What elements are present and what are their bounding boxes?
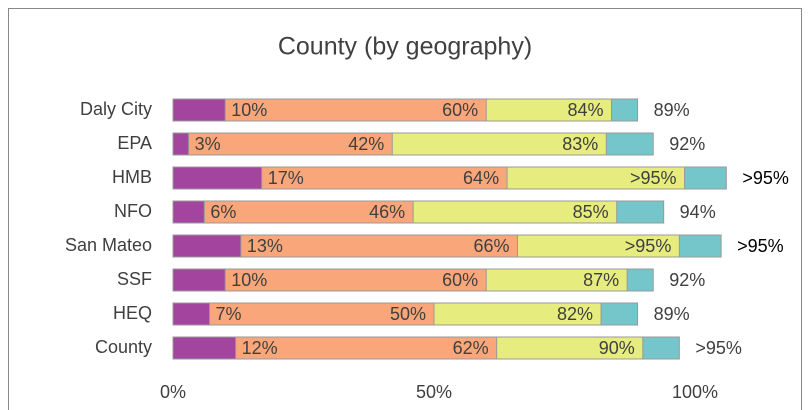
data-label: 66% — [473, 236, 509, 256]
bar — [172, 234, 242, 258]
y-tick-label: SSF — [117, 269, 152, 289]
data-label: 84% — [567, 100, 603, 120]
data-label: >95% — [737, 236, 784, 256]
bar — [172, 166, 263, 190]
data-label: 87% — [583, 270, 619, 290]
data-label: 60% — [442, 270, 478, 290]
data-label: 17% — [268, 168, 304, 188]
data-label: 42% — [348, 134, 384, 154]
bar — [172, 268, 226, 292]
data-label: 85% — [573, 202, 609, 222]
x-tick-label: 0% — [160, 382, 186, 402]
bar — [172, 336, 237, 360]
data-label: 46% — [369, 202, 405, 222]
y-tick-label: San Mateo — [65, 235, 152, 255]
data-label: 89% — [654, 304, 690, 324]
bar — [172, 132, 190, 156]
chart-title: County (by geography) — [278, 33, 532, 61]
data-label: 90% — [599, 338, 635, 358]
data-label: 3% — [195, 134, 221, 154]
data-label: 62% — [453, 338, 489, 358]
y-tick-label: NFO — [114, 201, 152, 221]
data-label: 92% — [669, 270, 705, 290]
y-tick-label: HMB — [112, 167, 152, 187]
data-label: 12% — [242, 338, 278, 358]
bar — [172, 98, 226, 122]
data-label: 92% — [669, 134, 705, 154]
data-label: >95% — [625, 236, 672, 256]
x-tick-label: 50% — [416, 382, 452, 402]
data-label: 64% — [463, 168, 499, 188]
y-tick-label: Daly City — [80, 99, 152, 119]
data-label: 60% — [442, 100, 478, 120]
data-label: 82% — [557, 304, 593, 324]
data-label: 89% — [654, 100, 690, 120]
y-tick-label: County — [95, 337, 152, 357]
data-label: >95% — [630, 168, 677, 188]
data-label: 10% — [231, 270, 267, 290]
data-label: 6% — [210, 202, 236, 222]
data-label: 7% — [216, 304, 242, 324]
data-label: 13% — [247, 236, 283, 256]
data-label: 83% — [562, 134, 598, 154]
x-tick-label: 100% — [672, 382, 718, 402]
data-label: >95% — [695, 338, 742, 358]
data-label: 94% — [680, 202, 716, 222]
data-label: >95% — [742, 168, 789, 188]
bar — [172, 200, 205, 224]
data-label: 50% — [390, 304, 426, 324]
bar — [172, 302, 211, 326]
y-tick-label: EPA — [117, 133, 152, 153]
data-label: 10% — [231, 100, 267, 120]
y-tick-label: HEQ — [113, 303, 152, 323]
